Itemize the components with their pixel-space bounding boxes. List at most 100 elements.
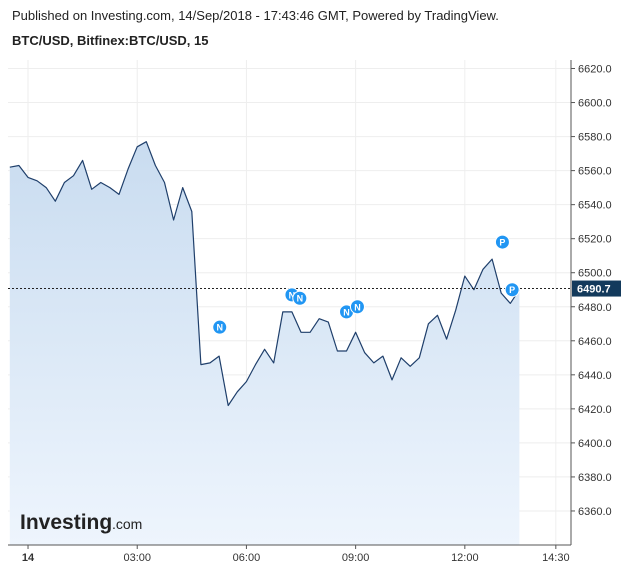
y-axis: 6360.0 6380.0 6400.0 6420.0 6440.0 6460.0 6480… (571, 64, 612, 518)
marker-label: N (297, 294, 304, 304)
data-point (345, 349, 348, 352)
data-point (427, 322, 430, 325)
y-tick-label: 6580.0 (578, 132, 612, 144)
data-point (227, 404, 230, 407)
chart-frame (8, 60, 572, 546)
x-axis: 14 03:00 06:00 09:00 12:00 14:30 (22, 545, 570, 564)
y-tick-label: 6560.0 (578, 166, 612, 178)
x-tick-label: 14 (22, 552, 35, 564)
marker-circle (504, 282, 520, 298)
data-point (309, 331, 312, 334)
y-tick-label: 6400.0 (578, 438, 612, 450)
data-point (108, 186, 111, 189)
data-point (90, 188, 93, 191)
data-point (354, 331, 357, 334)
symbol-title: BTC/USD, Bitfinex:BTC/USD, 15 (12, 33, 209, 48)
price-marker[interactable]: P (494, 234, 510, 250)
data-point (454, 309, 457, 312)
price-line (9, 141, 520, 407)
news-marker[interactable]: N (212, 319, 228, 335)
data-point (336, 349, 339, 352)
marker-label: N (343, 307, 350, 317)
data-point (318, 317, 321, 320)
data-point (254, 363, 257, 366)
data-point (327, 320, 330, 323)
marker-circle (212, 319, 228, 335)
data-point (281, 310, 284, 313)
data-point (290, 310, 293, 313)
data-point (136, 145, 139, 148)
data-point (409, 365, 412, 368)
y-tick-label: 6540.0 (578, 200, 612, 212)
marker-circle (494, 234, 510, 250)
news-marker[interactable]: N (292, 290, 308, 306)
y-tick-label: 6440.0 (578, 370, 612, 382)
data-point (72, 174, 75, 177)
y-tick-label: 6480.0 (578, 302, 612, 314)
data-point (500, 292, 503, 295)
y-tick-label: 6460.0 (578, 336, 612, 348)
x-tick-label: 03:00 (123, 552, 151, 564)
data-point (117, 193, 120, 196)
current-price-label: 6490.7 (577, 284, 611, 296)
data-point (299, 331, 302, 334)
data-point (172, 218, 175, 221)
logo-text: Investing (20, 511, 112, 534)
data-point (481, 268, 484, 271)
y-tick-label: 6420.0 (578, 404, 612, 416)
data-point (272, 361, 275, 364)
data-point (154, 164, 157, 167)
data-point (218, 355, 221, 358)
y-tick-label: 6520.0 (578, 234, 612, 246)
data-point (418, 356, 421, 359)
data-point (54, 200, 57, 203)
y-tick-label: 6360.0 (578, 506, 612, 518)
price-area (9, 140, 520, 545)
price-marker[interactable]: P (504, 282, 520, 298)
investing-logo: Investing .com (20, 511, 142, 534)
data-point (363, 351, 366, 354)
data-point (45, 186, 48, 189)
data-point (491, 258, 494, 261)
data-point (63, 181, 66, 184)
data-point (99, 181, 102, 184)
data-point (145, 140, 148, 143)
data-point (236, 390, 239, 393)
marker-label: P (499, 238, 505, 248)
data-point (381, 355, 384, 358)
data-point (445, 337, 448, 340)
x-tick-label: 14:30 (542, 552, 570, 564)
data-point (26, 176, 29, 179)
logo-suffix: .com (112, 516, 142, 532)
data-point (509, 302, 512, 305)
current-price-badge (572, 280, 621, 297)
data-point (81, 159, 84, 162)
x-tick-label: 12:00 (451, 552, 479, 564)
y-tick-label: 6620.0 (578, 64, 612, 76)
data-point (245, 380, 248, 383)
data-point (127, 167, 130, 170)
published-caption: Published on Investing.com, 14/Sep/2018 … (12, 8, 499, 23)
data-point (372, 361, 375, 364)
data-point (190, 210, 193, 213)
data-point (390, 378, 393, 381)
marker-label: N (289, 290, 296, 300)
data-point (17, 164, 20, 167)
y-tick-label: 6500.0 (578, 268, 612, 280)
data-point (208, 361, 211, 364)
marker-label: N (354, 302, 361, 312)
marker-circle (349, 299, 365, 315)
y-tick-label: 6380.0 (578, 472, 612, 484)
data-point (199, 363, 202, 366)
data-point (163, 181, 166, 184)
data-point (436, 314, 439, 317)
x-tick-label: 09:00 (342, 552, 370, 564)
data-point (181, 186, 184, 189)
data-point (400, 356, 403, 359)
news-marker[interactable]: N (339, 304, 355, 320)
news-marker[interactable]: N (349, 299, 365, 315)
data-point (36, 179, 39, 182)
data-point (263, 348, 266, 351)
